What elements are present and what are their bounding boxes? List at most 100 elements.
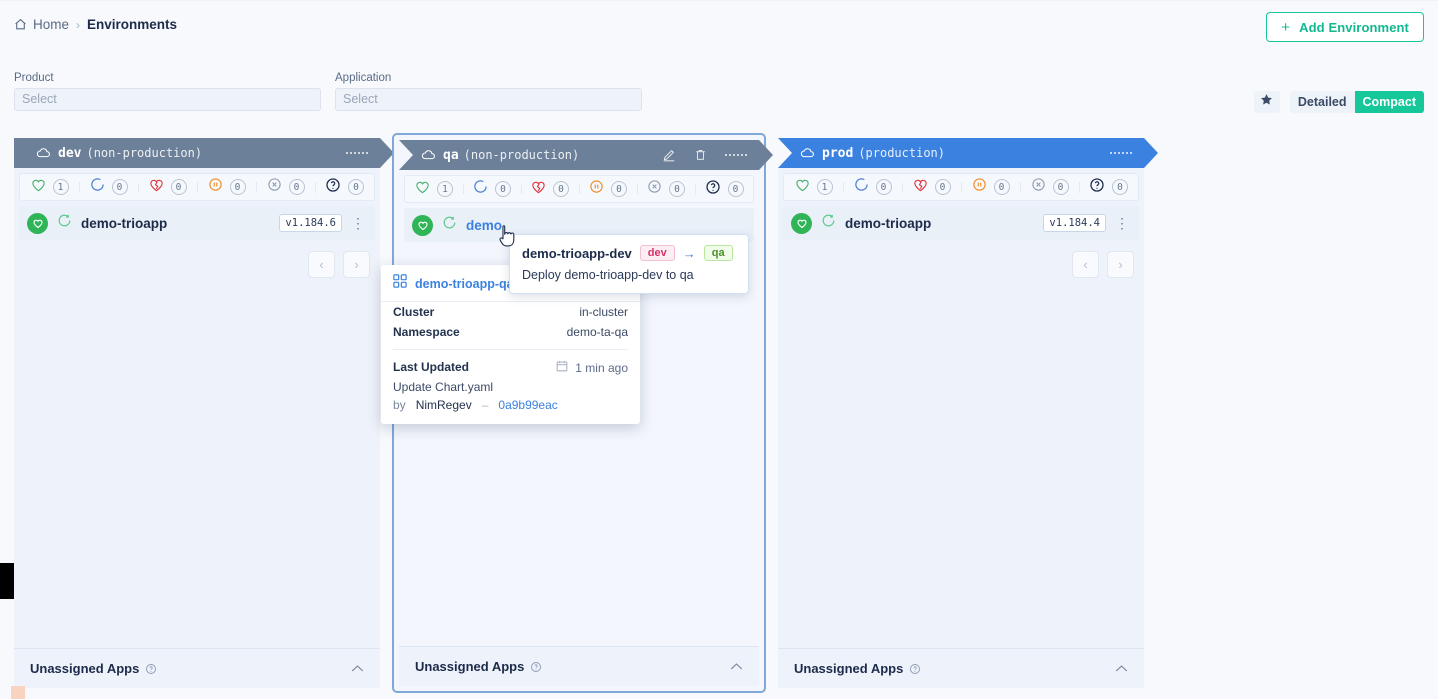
status-legend-qa: 1 0 0 0 (404, 175, 754, 203)
status-unknown-count: 0 (348, 179, 364, 195)
collapse-chevron-icon[interactable] (351, 661, 364, 676)
add-environment-button[interactable]: + Add Environment (1266, 12, 1424, 42)
app-list-prod: demo-trioapp v1.184.4 ⋮ (778, 201, 1144, 245)
app-version-badge: v1.184.6 (279, 214, 342, 232)
status-healthy[interactable]: 1 (784, 178, 843, 197)
app-detail-title[interactable]: demo-trioapp-qa (415, 276, 514, 291)
heart-healthy-icon (415, 180, 430, 199)
detail-divider (393, 349, 628, 350)
status-unknown-count: 0 (1112, 179, 1128, 195)
app-version-badge: v1.184.4 (1043, 214, 1106, 232)
help-icon[interactable] (145, 663, 157, 675)
app-menu-button[interactable]: ⋮ (1115, 215, 1129, 231)
column-header-prod: prod (production) (778, 138, 1158, 168)
status-degraded[interactable]: 0 (521, 180, 579, 199)
sync-status-icon (821, 213, 836, 233)
left-edge-marker (0, 563, 14, 599)
drag-handle-icon[interactable] (346, 152, 368, 154)
unassigned-apps-prod[interactable]: Unassigned Apps (778, 648, 1144, 688)
heart-broken-degraded-icon (913, 178, 928, 197)
application-filter: Application Select (335, 72, 642, 111)
heart-healthy-icon (795, 178, 810, 197)
unassigned-apps-qa[interactable]: Unassigned Apps (399, 646, 759, 686)
unassigned-apps-dev[interactable]: Unassigned Apps (14, 648, 380, 688)
collapse-chevron-icon[interactable] (1115, 661, 1128, 676)
help-icon[interactable] (530, 661, 542, 673)
heart-healthy-icon (31, 178, 46, 197)
status-unknown[interactable]: 0 (695, 179, 753, 200)
pagination-prev-button[interactable]: ‹ (308, 251, 335, 278)
view-mode-compact[interactable]: Compact (1354, 91, 1424, 113)
status-suspended[interactable]: 0 (961, 177, 1020, 197)
edit-pencil-icon[interactable] (662, 148, 676, 162)
status-missing[interactable]: 0 (1020, 177, 1079, 197)
status-progressing[interactable]: 0 (463, 179, 521, 199)
product-select[interactable]: Select (14, 88, 321, 111)
health-heart-icon (412, 214, 433, 236)
app-menu-button[interactable]: ⋮ (351, 215, 365, 231)
status-suspended[interactable]: 0 (197, 177, 256, 197)
column-name-dev: dev (58, 145, 82, 161)
status-legend-dev: 1 0 0 0 (19, 173, 375, 201)
status-unknown[interactable]: 0 (1079, 177, 1138, 198)
breadcrumb-separator: › (76, 17, 81, 32)
pagination-next-button[interactable]: › (1107, 251, 1134, 278)
unassigned-apps-label: Unassigned Apps (794, 661, 904, 676)
column-actions-qa (662, 148, 747, 162)
status-unknown[interactable]: 0 (315, 177, 374, 198)
drag-handle-icon[interactable] (725, 154, 747, 156)
status-degraded[interactable]: 0 (902, 178, 961, 197)
tooltip-title: demo-trioapp-dev (522, 245, 632, 261)
pause-suspended-icon (208, 177, 223, 197)
status-suspended[interactable]: 0 (579, 179, 637, 199)
app-list-dev: demo-trioapp v1.184.6 ⋮ (14, 201, 380, 245)
drag-handle-icon[interactable] (1110, 152, 1132, 154)
detail-row-namespace: Namespace demo-ta-qa (381, 322, 640, 342)
status-healthy[interactable]: 1 (20, 178, 79, 197)
app-name[interactable]: demo (466, 217, 503, 233)
application-select[interactable]: Select (335, 88, 642, 111)
breadcrumb: Home › Environments (14, 17, 177, 32)
environment-column-prod: prod (production) 1 0 (778, 138, 1158, 688)
app-card[interactable]: demo-trioapp v1.184.4 ⋮ (783, 206, 1139, 240)
view-controls: Detailed Compact (1253, 91, 1424, 113)
delete-trash-icon[interactable] (694, 148, 707, 162)
pagination-next-button[interactable]: › (343, 251, 370, 278)
column-name-prod: prod (822, 145, 854, 161)
status-missing[interactable]: 0 (637, 179, 695, 199)
x-missing-icon (647, 179, 662, 199)
status-progressing[interactable]: 0 (843, 177, 902, 197)
app-card[interactable]: demo-trioapp v1.184.6 ⋮ (19, 206, 375, 240)
column-actions-prod (1110, 152, 1132, 154)
status-missing[interactable]: 0 (256, 177, 315, 197)
separator-dash: – (481, 398, 489, 412)
status-progressing[interactable]: 0 (79, 177, 138, 197)
sync-status-icon (57, 213, 72, 233)
plus-icon: + (1281, 18, 1291, 36)
status-degraded-count: 0 (553, 181, 569, 197)
pagination-prev-button[interactable]: ‹ (1072, 251, 1099, 278)
status-healthy-count: 1 (437, 181, 453, 197)
product-filter-label: Product (14, 72, 54, 84)
status-degraded[interactable]: 0 (138, 178, 197, 197)
question-unknown-icon (1089, 177, 1105, 198)
cloud-icon (36, 147, 51, 160)
column-type-qa: (non-production) (463, 148, 580, 162)
favorites-button[interactable] (1253, 91, 1280, 113)
cloud-icon (800, 147, 815, 160)
detail-value: in-cluster (579, 305, 628, 319)
sync-status-icon (442, 215, 457, 235)
commit-sha-link[interactable]: 0a9b99eac (498, 398, 558, 412)
status-missing-count: 0 (669, 181, 685, 197)
status-suspended-count: 0 (611, 181, 627, 197)
add-environment-label: Add Environment (1299, 19, 1409, 35)
status-healthy[interactable]: 1 (405, 180, 463, 199)
status-unknown-count: 0 (727, 181, 744, 197)
view-mode-detailed[interactable]: Detailed (1289, 91, 1355, 113)
breadcrumb-home[interactable]: Home (14, 17, 69, 32)
help-icon[interactable] (909, 663, 921, 675)
collapse-chevron-icon[interactable] (730, 659, 743, 674)
last-updated-time: 1 min ago (575, 360, 628, 375)
arrow-right-icon: → (682, 245, 696, 261)
